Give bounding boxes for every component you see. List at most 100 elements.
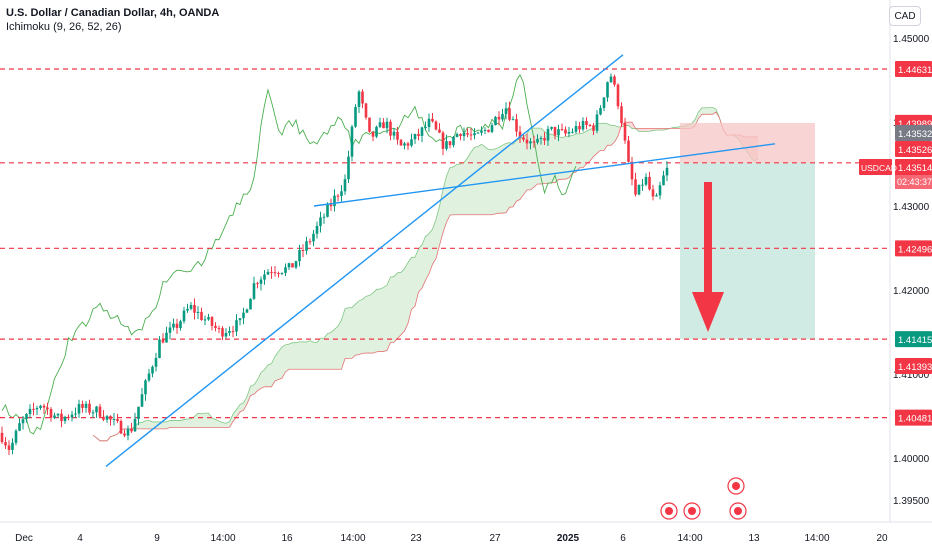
candle-body <box>270 271 273 273</box>
cloud-segment <box>194 413 198 428</box>
currency-button[interactable]: CAD <box>889 6 921 26</box>
cloud-segment <box>380 287 384 352</box>
candle-body <box>263 274 266 280</box>
candle-body <box>616 84 620 107</box>
time-tick-label: 23 <box>410 533 422 544</box>
candle-body <box>364 103 368 118</box>
cloud-segment <box>177 420 181 428</box>
cloud-segment <box>520 136 524 200</box>
cloud-segment <box>387 277 391 351</box>
cloud-segment <box>555 135 559 183</box>
candle-body <box>49 409 53 418</box>
cloud-segment <box>166 420 170 429</box>
cloud-segment <box>583 131 587 168</box>
cloud-segment <box>576 133 580 172</box>
candle-body <box>529 141 532 144</box>
cloud-segment <box>586 129 590 164</box>
candle-body <box>441 132 445 149</box>
candle-body <box>137 406 140 419</box>
candle-body <box>119 421 123 434</box>
price-tick-label: 1.41000 <box>893 370 930 381</box>
candle-body <box>511 119 515 121</box>
candle-body <box>543 137 546 141</box>
candle-body <box>224 332 228 337</box>
candle-body <box>644 176 648 185</box>
price-label-badge: 1.43526 <box>895 141 932 157</box>
candle-body <box>242 312 245 319</box>
candle-body <box>413 134 417 140</box>
candle-body <box>231 331 235 333</box>
candle-body <box>466 133 469 135</box>
candle-body <box>259 279 263 284</box>
chart-header: U.S. Dollar / Canadian Dollar, 4h, OANDA… <box>6 6 219 34</box>
cloud-segment <box>243 396 247 411</box>
candle-body <box>214 325 217 328</box>
candle-body <box>494 116 497 126</box>
cloud-segment <box>236 404 240 418</box>
cloud-segment <box>222 422 226 428</box>
candle-body <box>368 117 371 132</box>
cloud-segment <box>502 143 506 214</box>
cloud-segment <box>457 164 461 215</box>
candle-body <box>508 108 511 120</box>
cloud-segment <box>460 162 464 215</box>
cloud-segment <box>310 340 314 370</box>
cloud-segment <box>467 152 471 215</box>
cloud-segment <box>264 364 268 387</box>
candle-body <box>168 327 172 333</box>
cloud-segment <box>292 342 296 370</box>
event-news-icon-dot <box>734 507 742 515</box>
candle-body <box>56 413 60 416</box>
cloud-segment <box>418 244 422 293</box>
candle-body <box>294 261 298 268</box>
cloud-segment <box>422 236 426 288</box>
cloud-segment <box>338 319 342 370</box>
price-label-badge: 1.40481 <box>895 409 932 426</box>
price-label-text: 1.43514 <box>898 163 932 174</box>
candle-body <box>88 403 91 413</box>
cloud-segment <box>208 413 212 428</box>
cloud-segment <box>415 249 419 307</box>
cloud-segment <box>572 133 576 174</box>
cloud-segment <box>408 257 412 324</box>
candle-body <box>46 407 49 410</box>
cloud-segment <box>369 293 373 354</box>
candle-body <box>28 408 32 414</box>
candle-body <box>221 328 224 337</box>
candle-body <box>21 419 25 424</box>
cloud-segment <box>268 363 272 387</box>
candle-body <box>434 121 438 130</box>
time-tick-label: 4 <box>77 533 83 544</box>
candle-body <box>592 125 595 131</box>
cloud-segment <box>362 296 366 354</box>
candle-body <box>308 241 312 243</box>
candle-body <box>560 129 564 131</box>
candle-body <box>116 419 119 422</box>
candle-body <box>98 406 102 417</box>
cloud-segment <box>600 123 604 151</box>
candle-body <box>53 415 56 418</box>
candle-body <box>315 225 319 234</box>
price-label-badge: 1.41393 <box>895 358 932 374</box>
time-tick-label: 14:00 <box>804 533 829 544</box>
candle-body <box>599 107 602 115</box>
cloud-segment <box>282 344 286 379</box>
candle-body <box>249 298 252 310</box>
trendline-broken-support <box>313 143 776 207</box>
cloud-segment <box>201 413 205 428</box>
price-label-bg <box>895 60 932 77</box>
candle-body <box>385 121 389 129</box>
candle-body <box>172 323 175 328</box>
candle-body <box>483 129 487 131</box>
candle-body <box>11 442 14 450</box>
candle-body <box>546 128 550 141</box>
indicator-label: Ichimoku (9, 26, 52, 26) <box>6 21 122 33</box>
cloud-segment <box>289 342 293 370</box>
candle-body <box>154 357 158 367</box>
time-tick-label: 14:00 <box>340 533 365 544</box>
candle-body <box>630 161 634 180</box>
cloud-segment <box>271 356 275 387</box>
candle-body <box>329 204 333 207</box>
candle-body <box>350 126 354 157</box>
